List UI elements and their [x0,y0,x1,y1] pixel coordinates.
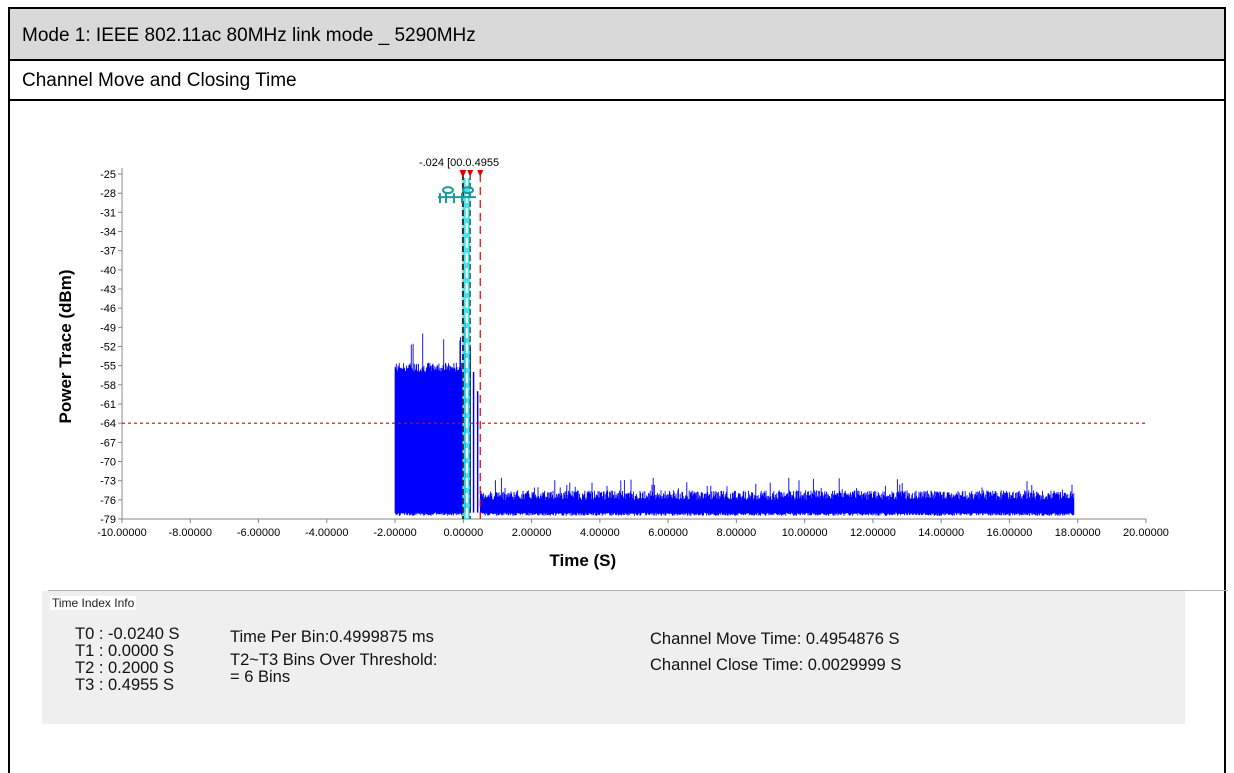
t0-value: T0 : -0.0240 S [75,625,180,643]
y-tick-label: -64 [100,418,116,430]
x-tick-label: -2.00000 [373,527,416,539]
x-tick-label: 2.00000 [512,527,552,539]
x-tick-label: 6.00000 [648,527,688,539]
marker-triangle-t2 [467,170,474,177]
x-tick-label: 8.00000 [717,527,757,539]
trace-segment [479,477,1075,516]
marker-top-labels: -.024 [00.0.4955 [419,157,499,169]
t3-value: T3 : 0.4955 S [75,676,175,694]
info-group-border [48,590,1228,591]
y-tick-label: -46 [100,303,116,315]
time-per-bin: Time Per Bin:0.4999875 ms [230,628,434,646]
y-tick-label: -34 [100,227,116,239]
info-group-label: Time Index Info [50,596,137,610]
y-tick-label: -40 [100,265,116,277]
y-tick-label: -25 [100,169,116,181]
x-tick-label: -10.00000 [97,527,147,539]
channel-move-time: Channel Move Time: 0.4954876 S [650,630,900,648]
marker-glyph-t1 [437,193,476,204]
y-tick-label: -76 [100,495,116,507]
y-tick-label: -73 [100,476,116,488]
y-tick-label: -70 [100,457,116,469]
x-tick-label: 12.00000 [850,527,896,539]
bins-over-value: = 6 Bins [230,668,291,686]
x-tick-label: 16.00000 [987,527,1033,539]
x-tick-label: 4.00000 [580,527,620,539]
y-tick-label: -61 [100,399,116,411]
y-tick-label: -52 [100,342,116,354]
t2-value: T2 : 0.2000 S [75,659,175,677]
x-tick-label: -6.00000 [237,527,280,539]
y-tick-label: -67 [100,437,116,449]
report-frame: Mode 1: IEEE 802.11ac 80MHz link mode _ … [8,7,1226,773]
x-tick-label: -4.00000 [305,527,348,539]
t1-value: T1 : 0.0000 S [75,642,175,660]
page-title: Mode 1: IEEE 802.11ac 80MHz link mode _ … [10,9,1224,61]
channel-close-time: Channel Close Time: 0.0029999 S [650,656,902,674]
y-tick-label: -49 [100,322,116,334]
x-tick-label: 18.00000 [1055,527,1101,539]
bins-over-label: T2~T3 Bins Over Threshold: [230,651,438,669]
x-tick-label: 10.00000 [782,527,828,539]
x-tick-label: -8.00000 [169,527,212,539]
channel-time-column: Channel Move Time: 0.4954876 S Channel C… [650,626,901,678]
y-tick-label: -28 [100,188,116,200]
y-axis-label: Power Trace (dBm) [56,270,75,424]
trace-fill [395,384,463,510]
power-trace-chart: -25 -28 -31 -34 -37 -40 -43 -46 -49 -52 -55 -58 -61 -… [56,157,1169,570]
x-tick-label: 0.00000 [443,527,483,539]
y-tick-label: -37 [100,246,116,258]
y-tick-label: -43 [100,284,116,296]
section-title: Channel Move and Closing Time [10,61,1224,101]
y-tick-label: -79 [100,514,116,526]
marker-triangle-t3 [477,170,484,177]
marker-glyph-t2 [461,186,474,195]
x-tick-label: 14.00000 [918,527,964,539]
marker-triangle-t1 [460,170,467,177]
x-axis-label: Time (S) [549,551,616,570]
x-tick-label: 20.00000 [1123,527,1169,539]
t-values-column: T0 : -0.0240 S T1 : 0.0000 S T2 : 0.2000… [75,626,180,694]
y-tick-label: -58 [100,380,116,392]
marker-glyph-t0 [441,186,454,195]
y-tick-label: -31 [100,207,116,219]
y-tick-label: -55 [100,361,116,373]
trace-group [394,320,1075,516]
bin-info-column: Time Per Bin:0.4999875 ms T2~T3 Bins Ove… [230,626,437,689]
time-index-info-panel [42,591,1185,724]
